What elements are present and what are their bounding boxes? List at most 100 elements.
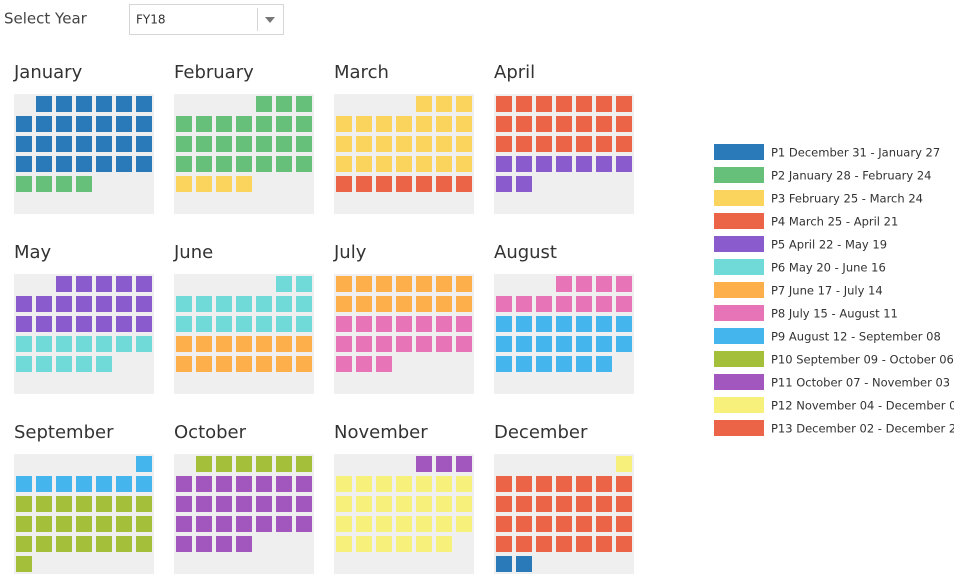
day-cell <box>256 356 272 372</box>
day-cell <box>416 496 432 512</box>
day-cell <box>76 116 92 132</box>
legend-label: P9 August 12 - September 08 <box>771 330 941 344</box>
day-cell <box>616 156 632 172</box>
legend-swatch <box>714 305 764 321</box>
month-panel <box>494 94 634 214</box>
day-cell <box>416 176 432 192</box>
day-cell <box>16 556 32 572</box>
day-cell <box>436 496 452 512</box>
day-cell <box>196 516 212 532</box>
day-cell <box>396 476 412 492</box>
day-cell <box>536 536 552 552</box>
day-cell <box>616 336 632 352</box>
day-cell <box>216 136 232 152</box>
day-cell <box>456 96 472 112</box>
month-title: September <box>14 422 114 443</box>
day-cell <box>576 96 592 112</box>
day-cell <box>596 136 612 152</box>
day-cell <box>456 476 472 492</box>
day-cell <box>96 496 112 512</box>
day-cell <box>16 516 32 532</box>
day-cell <box>116 496 132 512</box>
day-cell <box>416 156 432 172</box>
day-cell <box>376 296 392 312</box>
legend-swatch <box>714 351 764 367</box>
day-cell <box>516 536 532 552</box>
day-cell <box>456 296 472 312</box>
day-cell <box>556 96 572 112</box>
day-cell <box>36 156 52 172</box>
day-cell <box>256 316 272 332</box>
day-cell <box>336 336 352 352</box>
day-cell <box>616 516 632 532</box>
day-cell <box>496 316 512 332</box>
day-cell <box>616 296 632 312</box>
day-cell <box>376 316 392 332</box>
legend-swatch <box>714 190 764 206</box>
day-cell <box>276 356 292 372</box>
day-cell <box>596 356 612 372</box>
day-cell <box>416 116 432 132</box>
day-cell <box>276 116 292 132</box>
month-title: December <box>494 422 588 443</box>
day-cell <box>516 136 532 152</box>
day-cell <box>556 136 572 152</box>
day-cell <box>136 156 152 172</box>
day-cell <box>136 136 152 152</box>
day-cell <box>36 296 52 312</box>
day-cell <box>436 536 452 552</box>
day-cell <box>16 336 32 352</box>
day-cell <box>336 536 352 552</box>
day-cell <box>276 316 292 332</box>
legend-swatch <box>714 420 764 436</box>
day-cell <box>516 476 532 492</box>
day-cell <box>276 156 292 172</box>
day-cell <box>196 116 212 132</box>
day-cell <box>456 116 472 132</box>
day-cell <box>596 516 612 532</box>
day-cell <box>396 496 412 512</box>
day-cell <box>296 116 312 132</box>
day-cell <box>536 476 552 492</box>
month-panel <box>174 454 314 574</box>
day-cell <box>196 496 212 512</box>
day-cell <box>456 336 472 352</box>
legend-swatch <box>714 213 764 229</box>
day-cell <box>556 496 572 512</box>
year-dropdown[interactable]: FY18 <box>129 4 284 35</box>
day-cell <box>36 476 52 492</box>
day-cell <box>56 276 72 292</box>
day-cell <box>396 156 412 172</box>
dropdown-value[interactable]: FY18 <box>136 13 166 27</box>
day-cell <box>356 336 372 352</box>
day-cell <box>76 496 92 512</box>
legend-swatch <box>714 374 764 390</box>
day-cell <box>456 456 472 472</box>
day-cell <box>216 456 232 472</box>
day-cell <box>36 116 52 132</box>
dropdown-arrow[interactable] <box>265 17 275 23</box>
day-cell <box>336 136 352 152</box>
day-cell <box>616 496 632 512</box>
day-cell <box>56 356 72 372</box>
legend-label: P4 March 25 - April 21 <box>771 215 898 229</box>
day-cell <box>16 476 32 492</box>
day-cell <box>176 536 192 552</box>
month-panel <box>14 94 154 214</box>
day-cell <box>356 276 372 292</box>
day-cell <box>416 536 432 552</box>
day-cell <box>296 516 312 532</box>
day-cell <box>396 336 412 352</box>
day-cell <box>276 276 292 292</box>
month-panel <box>334 94 474 214</box>
day-cell <box>396 276 412 292</box>
day-cell <box>616 276 632 292</box>
day-cell <box>56 336 72 352</box>
day-cell <box>176 116 192 132</box>
day-cell <box>556 116 572 132</box>
day-cell <box>136 476 152 492</box>
day-cell <box>116 296 132 312</box>
day-cell <box>216 296 232 312</box>
day-cell <box>416 296 432 312</box>
